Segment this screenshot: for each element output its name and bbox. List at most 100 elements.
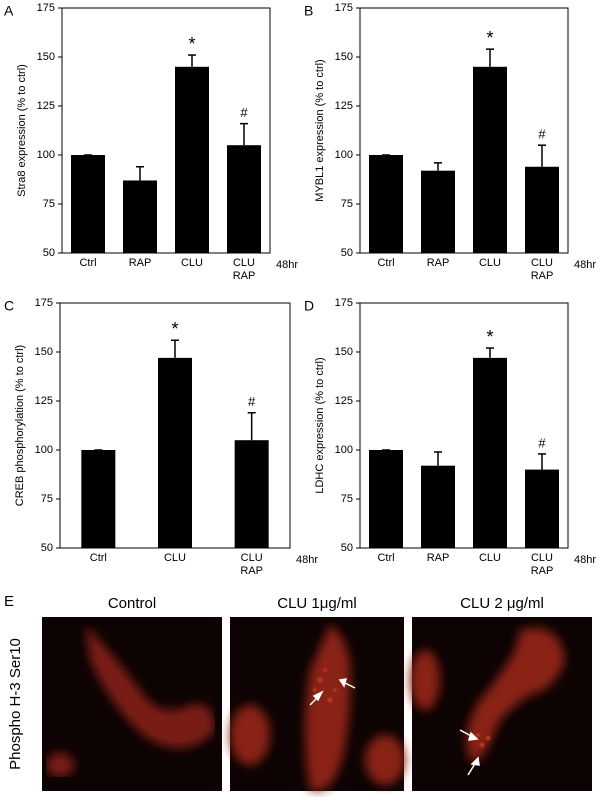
bar — [369, 450, 403, 548]
panel-label: B — [304, 3, 313, 19]
bar — [473, 357, 507, 548]
y-tick-label: 100 — [37, 149, 55, 161]
x-tick-label: Ctrl — [377, 552, 395, 564]
x-tick-label: RAP — [128, 257, 152, 269]
image-title: CLU 2 μg/ml — [460, 595, 544, 612]
x-tick-label-box: RAP — [128, 257, 152, 269]
y-axis-label: CREB phosphorylation (% to ctrl) — [14, 345, 26, 506]
bar — [71, 155, 105, 253]
significance-marker: * — [188, 34, 195, 54]
panel-label: E — [4, 593, 14, 610]
y-tick-label: 125 — [37, 100, 55, 112]
x-tick-label-box: Ctrl — [377, 552, 395, 564]
y-axis-label: MYBL1 expression (% to ctrl) — [314, 59, 326, 201]
plot-frame — [61, 7, 271, 254]
significance-marker: # — [248, 394, 256, 409]
x-tick-label: RAP — [426, 552, 450, 564]
y-tick-label: 150 — [35, 346, 53, 358]
x-note: 48hr — [276, 259, 298, 271]
significance-marker: # — [240, 105, 248, 120]
y-tick-label: 100 — [35, 444, 53, 456]
y-tick-label: 125 — [335, 100, 353, 112]
x-note: 48hr — [574, 259, 596, 271]
bar — [234, 440, 269, 548]
x-tick-label: CLU RAP — [530, 257, 554, 282]
x-tick-label-box: CLU RAP — [240, 552, 263, 577]
y-axis-label: Stra8 expression (% to ctrl) — [16, 64, 28, 197]
x-tick-label: Ctrl — [377, 257, 395, 269]
significance-marker: * — [486, 327, 493, 347]
y-tick-label: 50 — [41, 542, 53, 554]
x-tick-label-box: RAP — [426, 257, 450, 269]
image-title: CLU 1μg/ml — [277, 595, 357, 612]
x-tick-label-box: CLU RAP — [232, 257, 256, 282]
x-tick-label: CLU RAP — [232, 257, 256, 282]
bar — [369, 155, 403, 253]
x-tick-label: CLU RAP — [530, 552, 554, 577]
y-tick-label: 50 — [341, 542, 353, 554]
y-axis-label: LDHC expression (% to ctrl) — [314, 357, 326, 493]
x-tick-label-box: CLU — [478, 257, 501, 269]
micrograph — [42, 617, 222, 791]
x-tick-label-box: CLU RAP — [530, 552, 554, 577]
y-tick-label: 50 — [341, 247, 353, 259]
bar — [525, 469, 559, 548]
bar — [175, 66, 209, 253]
y-tick-label: 150 — [37, 51, 55, 63]
panel-label: C — [4, 298, 14, 314]
y-tick-label: 175 — [335, 2, 353, 14]
x-note: 48hr — [296, 554, 318, 566]
y-tick-label: 175 — [35, 297, 53, 309]
panel-label: A — [4, 3, 14, 19]
x-tick-label: Ctrl — [89, 552, 107, 564]
x-tick-label-box: CLU — [478, 552, 501, 564]
bar — [421, 170, 455, 253]
plot-frame — [359, 302, 569, 549]
bar — [81, 450, 116, 548]
y-tick-label: 150 — [335, 51, 353, 63]
x-tick-label-box: Ctrl — [377, 257, 395, 269]
plot-frame — [359, 7, 569, 254]
y-tick-label: 75 — [341, 198, 353, 210]
significance-marker: # — [538, 435, 546, 450]
x-tick-label-box: RAP — [426, 552, 450, 564]
y-tick-label: 125 — [335, 395, 353, 407]
y-tick-label: 75 — [341, 493, 353, 505]
y-tick-label: 100 — [335, 149, 353, 161]
bar — [421, 465, 455, 548]
panel-label: D — [304, 298, 314, 314]
x-tick-label-box: CLU — [163, 552, 186, 564]
bar — [158, 357, 192, 548]
x-tick-label-box: CLU RAP — [530, 257, 554, 282]
x-tick-label-box: Ctrl — [79, 257, 96, 269]
x-tick-label: CLU RAP — [240, 552, 263, 577]
x-tick-label: CLU — [478, 552, 501, 564]
x-tick-label: CLU — [180, 257, 203, 269]
micrograph — [230, 617, 405, 791]
bar — [227, 145, 261, 253]
x-tick-label-box: Ctrl — [89, 552, 107, 564]
bar — [473, 66, 507, 253]
x-tick-label: RAP — [426, 257, 450, 269]
x-tick-label-box: CLU — [180, 257, 203, 269]
y-tick-label: 125 — [35, 395, 53, 407]
significance-marker: * — [486, 28, 493, 48]
bar — [525, 166, 559, 253]
y-tick-label: 150 — [335, 346, 353, 358]
x-tick-label: CLU — [478, 257, 501, 269]
y-tick-label: 75 — [43, 198, 55, 210]
image-ylabel: Phospho H-3 Ser10 — [7, 638, 24, 770]
x-tick-label: CLU — [163, 552, 186, 564]
y-tick-label: 50 — [43, 247, 55, 259]
y-tick-label: 100 — [335, 444, 353, 456]
y-tick-label: 175 — [37, 2, 55, 14]
micrograph — [410, 617, 592, 791]
image-title: Control — [108, 595, 156, 612]
significance-marker: * — [171, 319, 178, 339]
significance-marker: # — [538, 127, 546, 142]
x-note: 48hr — [574, 554, 596, 566]
bar — [123, 180, 157, 253]
y-tick-label: 175 — [335, 297, 353, 309]
